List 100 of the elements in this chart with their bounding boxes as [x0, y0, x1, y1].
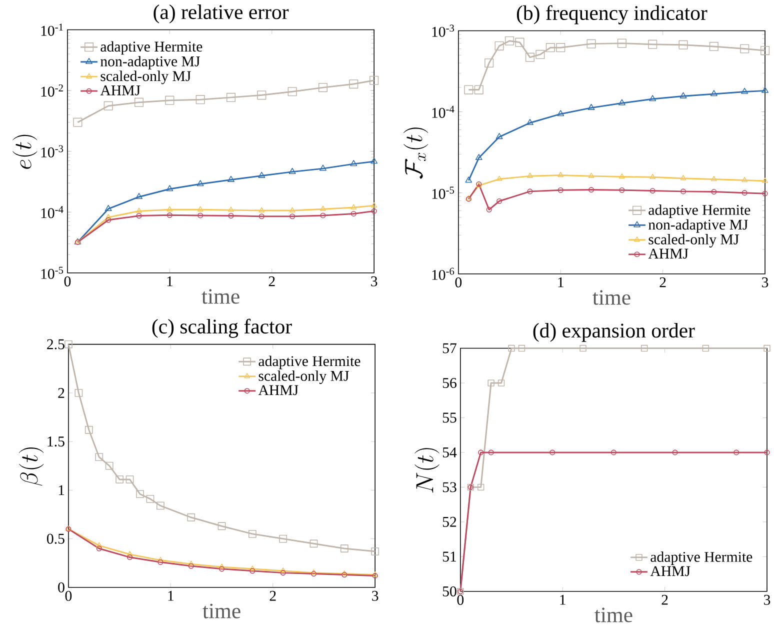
point — [550, 450, 556, 456]
point — [525, 52, 535, 62]
x-tick-label: 1 — [168, 590, 174, 601]
y-tick-label: 10$^{-2}$ — [41, 84, 63, 97]
point — [371, 547, 380, 556]
point — [288, 87, 297, 96]
point — [218, 564, 225, 569]
point — [74, 388, 83, 397]
x-tick-label: 2 — [270, 590, 276, 601]
point — [557, 110, 564, 116]
point — [518, 344, 526, 352]
point — [494, 41, 504, 50]
point — [498, 380, 505, 386]
point — [649, 95, 656, 102]
point — [96, 546, 102, 552]
point — [158, 559, 164, 565]
point — [104, 204, 112, 212]
point — [617, 38, 626, 48]
point — [228, 176, 234, 182]
point — [226, 92, 236, 102]
point — [219, 566, 225, 572]
point — [250, 568, 256, 574]
point — [702, 344, 710, 352]
point — [488, 450, 494, 456]
x-tick-label: 3 — [371, 276, 378, 286]
legend-label: scaled-only MJ — [258, 370, 349, 384]
point — [588, 172, 594, 178]
x-axis-title: time — [592, 290, 630, 305]
point — [558, 187, 564, 193]
point — [508, 344, 515, 352]
point — [166, 185, 174, 192]
point — [165, 96, 174, 105]
point — [526, 118, 534, 126]
point — [136, 490, 144, 498]
point — [248, 530, 256, 538]
point — [710, 176, 717, 182]
point — [289, 207, 296, 212]
y-tick-label: 0 — [58, 582, 64, 592]
point — [258, 207, 265, 212]
legend-label: scaled-only MJ — [648, 234, 739, 248]
point — [350, 204, 357, 210]
point — [228, 206, 234, 212]
point — [320, 164, 326, 171]
point — [742, 176, 748, 182]
point — [734, 450, 740, 456]
y-axis-title: $\mathcal{F}_x(t)$ — [404, 128, 428, 179]
x-tick-label: 2 — [660, 277, 666, 288]
x-tick-label: 1 — [167, 276, 172, 286]
point — [588, 104, 595, 110]
point — [84, 426, 93, 434]
point — [166, 212, 172, 218]
point — [465, 176, 472, 183]
y-tick-label: 10$^{-4}$ — [41, 206, 64, 218]
point — [258, 214, 264, 220]
y-axis-title: $\beta(t)$ — [19, 448, 44, 486]
point — [73, 118, 82, 127]
point — [672, 450, 678, 456]
point — [340, 544, 348, 552]
y-tick-label: 57 — [442, 343, 456, 354]
chart-title: (a) relative error — [154, 4, 289, 24]
point — [475, 154, 482, 160]
point — [64, 340, 72, 348]
y-tick-label: 51 — [442, 552, 456, 562]
point — [762, 178, 768, 183]
x-axis-title: time — [594, 608, 632, 622]
legend-label: AHMJ — [648, 248, 688, 259]
point — [279, 534, 288, 543]
point — [496, 198, 502, 204]
point — [477, 484, 484, 491]
point — [484, 58, 494, 68]
point — [588, 187, 594, 193]
point — [680, 188, 686, 194]
point — [711, 189, 717, 195]
y-tick-label: 56 — [442, 378, 456, 388]
point — [349, 79, 358, 89]
point — [496, 176, 502, 181]
point — [136, 208, 142, 213]
point — [546, 43, 555, 52]
point — [95, 453, 104, 462]
chart-title: (d) expansion order — [533, 323, 695, 342]
y-tick-label: 55 — [442, 412, 456, 423]
point — [257, 90, 266, 100]
y-tick-label: 2.5 — [47, 339, 64, 350]
point — [106, 217, 112, 223]
point — [619, 187, 625, 193]
x-tick-label: 1 — [560, 594, 566, 605]
x-tick-label: 0 — [65, 590, 72, 601]
point — [641, 344, 648, 352]
x-tick-label: 1 — [558, 277, 564, 288]
point — [126, 550, 133, 556]
point — [488, 380, 494, 386]
point — [198, 212, 204, 218]
legend-label: AHMJ — [650, 566, 690, 576]
point — [558, 172, 564, 178]
point — [556, 43, 566, 52]
point — [610, 450, 616, 456]
point — [370, 76, 379, 85]
point — [157, 556, 164, 562]
point — [320, 212, 326, 218]
legend-label: adaptive Hermite — [258, 356, 360, 370]
